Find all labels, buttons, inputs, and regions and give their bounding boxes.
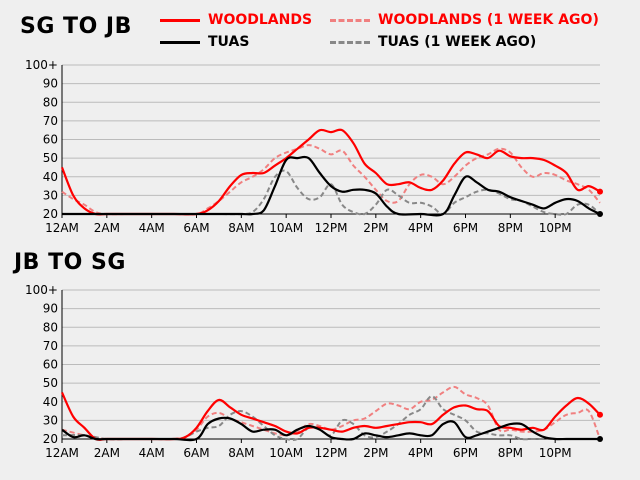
x-tick-label: 12AM: [45, 446, 79, 460]
x-tick-label: 2AM: [94, 446, 120, 460]
x-tick-label: 4PM: [408, 221, 433, 235]
x-tick-label: 2AM: [94, 221, 120, 235]
chart-title-jb-to-sg: JB TO SG: [14, 250, 126, 275]
y-tick-label: 50: [43, 376, 58, 390]
y-tick-label: 80: [43, 95, 58, 109]
x-tick-label: 8AM: [228, 221, 254, 235]
legend-item-woodlands-prev: WOODLANDS (1 WEEK AGO): [330, 12, 599, 28]
x-tick-label: 8PM: [498, 446, 523, 460]
series-line-tuas: [62, 155, 601, 217]
x-tick-label: 12AM: [45, 221, 79, 235]
y-tick-label: 30: [43, 413, 58, 427]
x-tick-label: 2PM: [363, 221, 388, 235]
y-tick-label: 90: [43, 77, 58, 91]
legend-swatch-woodlands-prev: [330, 18, 370, 22]
series-line-tuas: [61, 416, 600, 442]
y-tick-label: 40: [43, 170, 58, 184]
chart-title-sg-to-jb: SG TO JB: [20, 14, 132, 39]
y-tick-label: 70: [43, 114, 58, 128]
series-line-woodlands: [60, 128, 601, 216]
y-tick-label: 100+: [25, 283, 58, 297]
legend-item-tuas-prev: TUAS (1 WEEK AGO): [330, 34, 536, 50]
series-line-woodlands-1-week-ago: [61, 144, 601, 216]
y-tick-label: 60: [43, 358, 58, 372]
y-tick-label: 90: [43, 302, 58, 316]
legend-label-woodlands: WOODLANDS: [208, 12, 313, 28]
series-end-point: [597, 411, 603, 418]
x-tick-label: 10PM: [539, 446, 572, 460]
series-end-point: [597, 188, 603, 195]
x-tick-label: 10AM: [269, 221, 303, 235]
x-tick-label: 12PM: [315, 446, 348, 460]
series-line-woodlands: [60, 391, 601, 441]
series-end-point: [597, 211, 603, 217]
series-end-point: [597, 436, 603, 442]
series-line-tuas-1-week-ago: [61, 395, 600, 441]
legend-swatch-woodlands: [160, 18, 200, 22]
y-tick-label: 70: [43, 339, 58, 353]
x-tick-label: 6PM: [453, 446, 478, 460]
legend-label-tuas: TUAS: [208, 34, 250, 50]
x-tick-label: 10AM: [269, 446, 303, 460]
y-tick-label: 50: [43, 151, 58, 165]
y-tick-label: 20: [43, 432, 58, 446]
x-tick-label: 10PM: [539, 221, 572, 235]
legend-item-woodlands: WOODLANDS: [160, 12, 312, 28]
x-tick-label: 2PM: [363, 446, 388, 460]
x-tick-label: 8AM: [228, 446, 254, 460]
x-tick-label: 4AM: [139, 221, 165, 235]
y-tick-label: 40: [43, 395, 58, 409]
chart-plot-0: 20 30 40 50 60 70 80 90 100+ 12AM 2AM 4AM 6AM 8AM 10AM…: [25, 58, 603, 235]
y-tick-label: 100+: [25, 58, 58, 72]
x-tick-label: 4AM: [139, 446, 165, 460]
x-tick-label: 6AM: [183, 221, 209, 235]
y-tick-label: 20: [43, 207, 58, 221]
series-line-woodlands-1-week-ago: [61, 385, 601, 441]
y-tick-label: 80: [43, 320, 58, 334]
legend-swatch-tuas: [160, 40, 200, 44]
legend-item-tuas: TUAS: [160, 34, 249, 50]
chart-plot-1: 20 30 40 50 60 70 80 90 100+ 12AM 2AM 4AM 6AM 8AM 10AM…: [25, 283, 603, 460]
x-tick-label: 6PM: [453, 221, 478, 235]
x-tick-label: 8PM: [498, 221, 523, 235]
legend-swatch-tuas-prev: [330, 40, 370, 44]
x-tick-label: 12PM: [315, 221, 348, 235]
legend: WOODLANDS WOODLANDS (1 WEEK AGO) TUAS TU…: [160, 12, 630, 58]
x-tick-label: 6AM: [183, 446, 209, 460]
legend-label-tuas-prev: TUAS (1 WEEK AGO): [378, 34, 537, 50]
y-tick-label: 30: [43, 188, 58, 202]
y-tick-label: 60: [43, 133, 58, 147]
legend-label-woodlands-prev: WOODLANDS (1 WEEK AGO): [378, 12, 599, 28]
x-tick-label: 4PM: [408, 446, 433, 460]
